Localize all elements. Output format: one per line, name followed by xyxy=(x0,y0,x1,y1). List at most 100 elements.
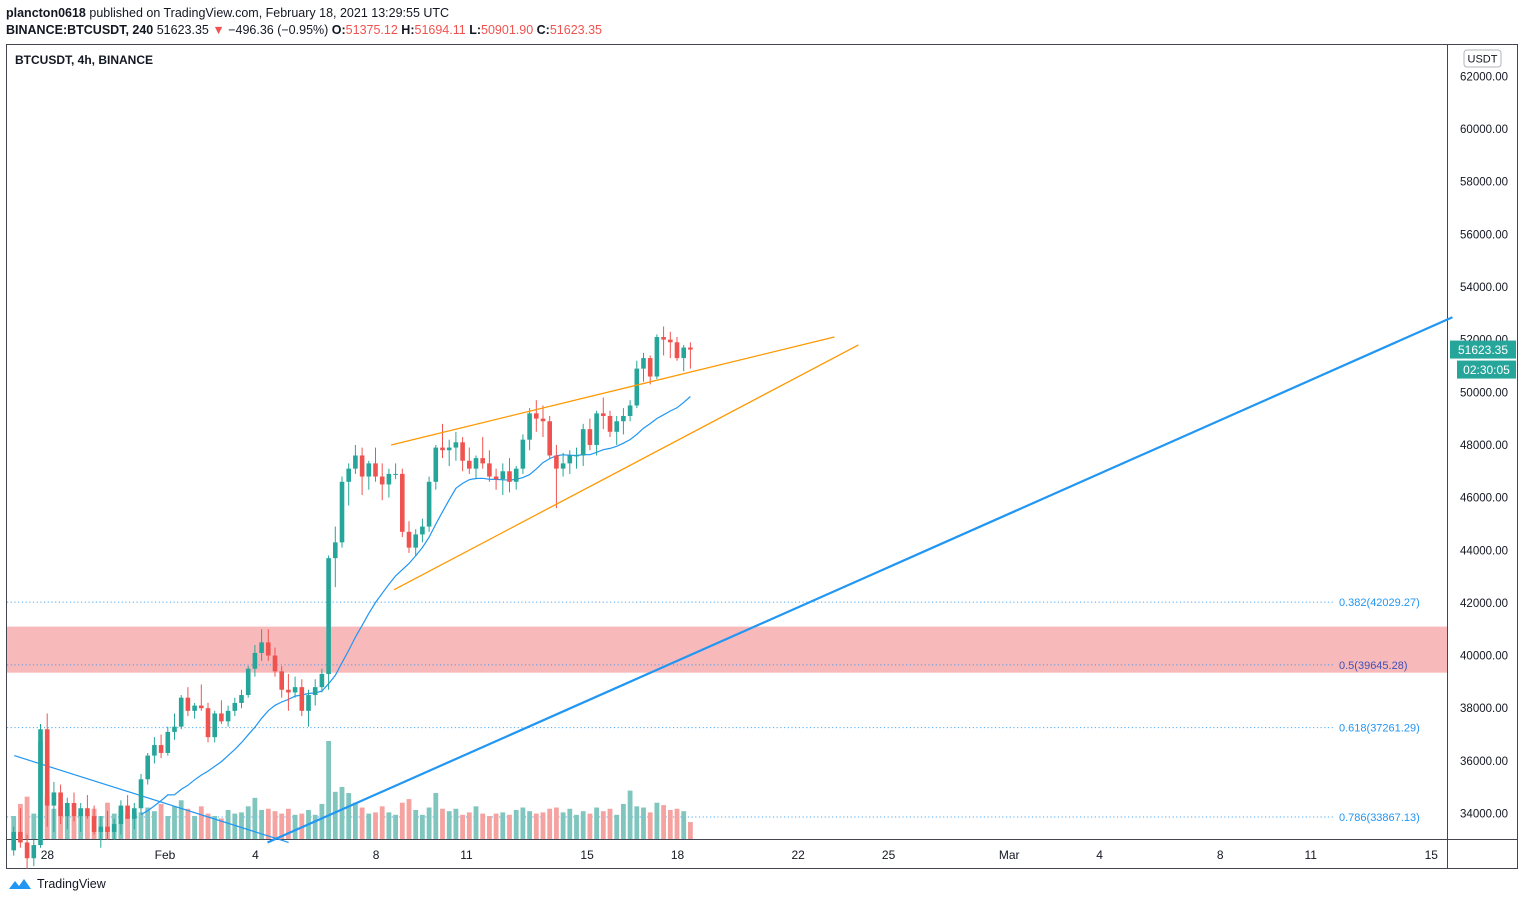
candle-body[interactable] xyxy=(178,697,184,727)
candle-body[interactable] xyxy=(674,342,680,359)
candle-body[interactable] xyxy=(185,697,191,711)
candle-body[interactable] xyxy=(688,347,693,350)
candle-body[interactable] xyxy=(634,368,640,406)
candle-body[interactable] xyxy=(433,447,439,482)
candle-body[interactable] xyxy=(145,755,150,780)
candle-body[interactable] xyxy=(125,805,130,819)
candle-body[interactable] xyxy=(661,337,666,340)
candle-body[interactable] xyxy=(627,405,633,416)
candle-body[interactable] xyxy=(306,695,311,711)
wedge-upper-line[interactable] xyxy=(390,336,835,446)
candle-body[interactable] xyxy=(266,642,271,656)
support-zone-rect[interactable] xyxy=(7,626,1447,673)
candle-body[interactable] xyxy=(547,421,552,456)
candle-body[interactable] xyxy=(446,447,452,451)
publisher-name[interactable]: plancton0618 xyxy=(6,6,86,20)
candle-body[interactable] xyxy=(65,802,70,817)
candle-body[interactable] xyxy=(132,808,137,819)
candle-body[interactable] xyxy=(373,463,378,477)
candle-body[interactable] xyxy=(681,347,686,359)
candle-body[interactable] xyxy=(353,455,358,469)
candle-body[interactable] xyxy=(413,534,418,548)
candle-body[interactable] xyxy=(245,668,251,696)
candle-body[interactable] xyxy=(654,337,660,377)
candle-body[interactable] xyxy=(540,418,546,422)
candle-body[interactable] xyxy=(580,429,586,456)
candle-body[interactable] xyxy=(51,792,57,806)
candle-body[interactable] xyxy=(420,526,425,535)
candle-body[interactable] xyxy=(44,729,50,806)
candle-body[interactable] xyxy=(453,442,459,448)
candle-body[interactable] xyxy=(513,468,519,482)
candle-body[interactable] xyxy=(98,826,104,832)
candle-body[interactable] xyxy=(386,473,392,485)
candle-body[interactable] xyxy=(152,745,157,756)
candle-body[interactable] xyxy=(333,542,338,559)
candle-body[interactable] xyxy=(400,473,405,532)
candle-body[interactable] xyxy=(18,831,23,843)
candle-body[interactable] xyxy=(192,705,197,711)
candle-body[interactable] xyxy=(31,845,37,859)
candle-body[interactable] xyxy=(467,460,472,469)
footer-brand[interactable]: TradingView xyxy=(8,877,106,891)
candle-body[interactable] xyxy=(480,458,485,464)
candle-body[interactable] xyxy=(11,831,16,851)
candle-body[interactable] xyxy=(165,731,171,753)
candle-body[interactable] xyxy=(560,463,566,469)
candle-body[interactable] xyxy=(507,471,512,482)
candle-body[interactable] xyxy=(379,476,385,485)
candle-body[interactable] xyxy=(366,463,372,477)
candle-body[interactable] xyxy=(111,824,117,832)
downtrend-line[interactable] xyxy=(14,755,289,844)
candle-body[interactable] xyxy=(567,455,573,464)
candle-body[interactable] xyxy=(534,413,539,419)
candle-body[interactable] xyxy=(326,558,331,674)
candle-body[interactable] xyxy=(292,687,298,693)
currency-badge[interactable] xyxy=(1463,49,1502,68)
candle-body[interactable] xyxy=(24,842,30,859)
candle-body[interactable] xyxy=(105,826,110,832)
candle-body[interactable] xyxy=(594,413,599,445)
candle-body[interactable] xyxy=(339,481,345,543)
candle-body[interactable] xyxy=(601,413,606,416)
candle-body[interactable] xyxy=(473,458,479,469)
candle-body[interactable] xyxy=(252,652,258,669)
candle-body[interactable] xyxy=(118,805,124,825)
candle-body[interactable] xyxy=(319,673,325,688)
candle-body[interactable] xyxy=(500,471,506,480)
candle-body[interactable] xyxy=(647,358,653,377)
candle-body[interactable] xyxy=(225,710,231,722)
candle-body[interactable] xyxy=(91,816,97,832)
candle-body[interactable] xyxy=(460,442,465,461)
candle-body[interactable] xyxy=(279,671,284,690)
candle-body[interactable] xyxy=(520,439,526,469)
candle-body[interactable] xyxy=(158,745,164,753)
uptrend-line[interactable] xyxy=(267,316,1453,844)
candle-body[interactable] xyxy=(406,531,412,548)
candle-body[interactable] xyxy=(85,808,90,817)
candle-body[interactable] xyxy=(272,655,278,672)
candle-body[interactable] xyxy=(78,808,83,817)
candle-body[interactable] xyxy=(554,455,559,469)
candle-body[interactable] xyxy=(286,689,291,693)
candle-body[interactable] xyxy=(426,481,432,527)
candle-body[interactable] xyxy=(71,802,77,817)
candle-body[interactable] xyxy=(172,726,177,732)
candle-body[interactable] xyxy=(621,415,626,422)
candle-body[interactable] xyxy=(239,695,244,703)
candle-body[interactable] xyxy=(607,415,613,432)
candle-body[interactable] xyxy=(587,429,593,445)
candle-body[interactable] xyxy=(346,468,351,482)
candle-body[interactable] xyxy=(668,339,673,343)
candle-body[interactable] xyxy=(493,476,499,480)
candle-body[interactable] xyxy=(219,713,224,722)
candle-body[interactable] xyxy=(614,421,619,432)
candle-body[interactable] xyxy=(58,792,63,817)
chart-frame[interactable] xyxy=(6,44,1518,869)
wedge-lower-line[interactable] xyxy=(393,344,859,591)
candle-body[interactable] xyxy=(312,687,318,696)
candle-body[interactable] xyxy=(359,455,365,477)
candle-body[interactable] xyxy=(205,708,211,738)
candle-body[interactable] xyxy=(199,705,204,709)
candle-body[interactable] xyxy=(440,447,445,451)
